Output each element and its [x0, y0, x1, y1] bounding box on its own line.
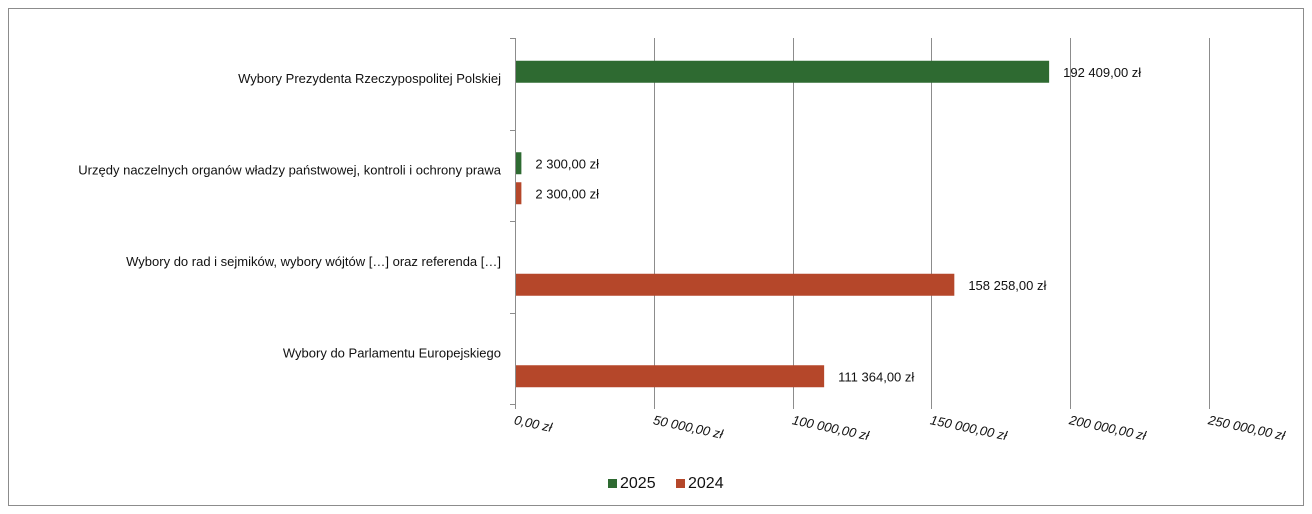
data-label: 192 409,00 zł: [1063, 65, 1141, 80]
bar-layer: [516, 60, 1050, 388]
bar-2024-3: [516, 365, 825, 388]
bar-2024-1: [516, 182, 522, 205]
data-label: 2 300,00 zł: [535, 186, 599, 201]
category-label: Urzędy naczelnych organów władzy państwo…: [78, 162, 501, 177]
data-label: 111 364,00 zł: [838, 369, 914, 384]
label-layer: 192 409,00 zł 2 300,00 zł 2 300,00 zł 158 2…: [535, 65, 1141, 385]
category-label: Wybory do Parlamentu Europejskiego: [283, 345, 501, 360]
category-label: Wybory Prezydenta Rzeczypospolitej Polsk…: [238, 71, 501, 86]
chart-border: [8, 8, 1304, 506]
data-label: 2 300,00 zł: [535, 156, 599, 171]
category-label: Wybory do rad i sejmików, wybory wójtów …: [126, 254, 501, 269]
bar-2024-2: [516, 273, 955, 296]
legend-swatch: [676, 479, 685, 488]
bar-2025-1: [516, 152, 522, 175]
bar-2025-0: [516, 60, 1050, 83]
legend-label: 2025: [620, 475, 656, 492]
grid-layer: [654, 38, 1210, 404]
legend-label: 2024: [688, 475, 724, 492]
legend-swatch: [608, 479, 617, 488]
data-label: 158 258,00 zł: [968, 278, 1046, 293]
legend: 2025 2024: [608, 475, 724, 492]
